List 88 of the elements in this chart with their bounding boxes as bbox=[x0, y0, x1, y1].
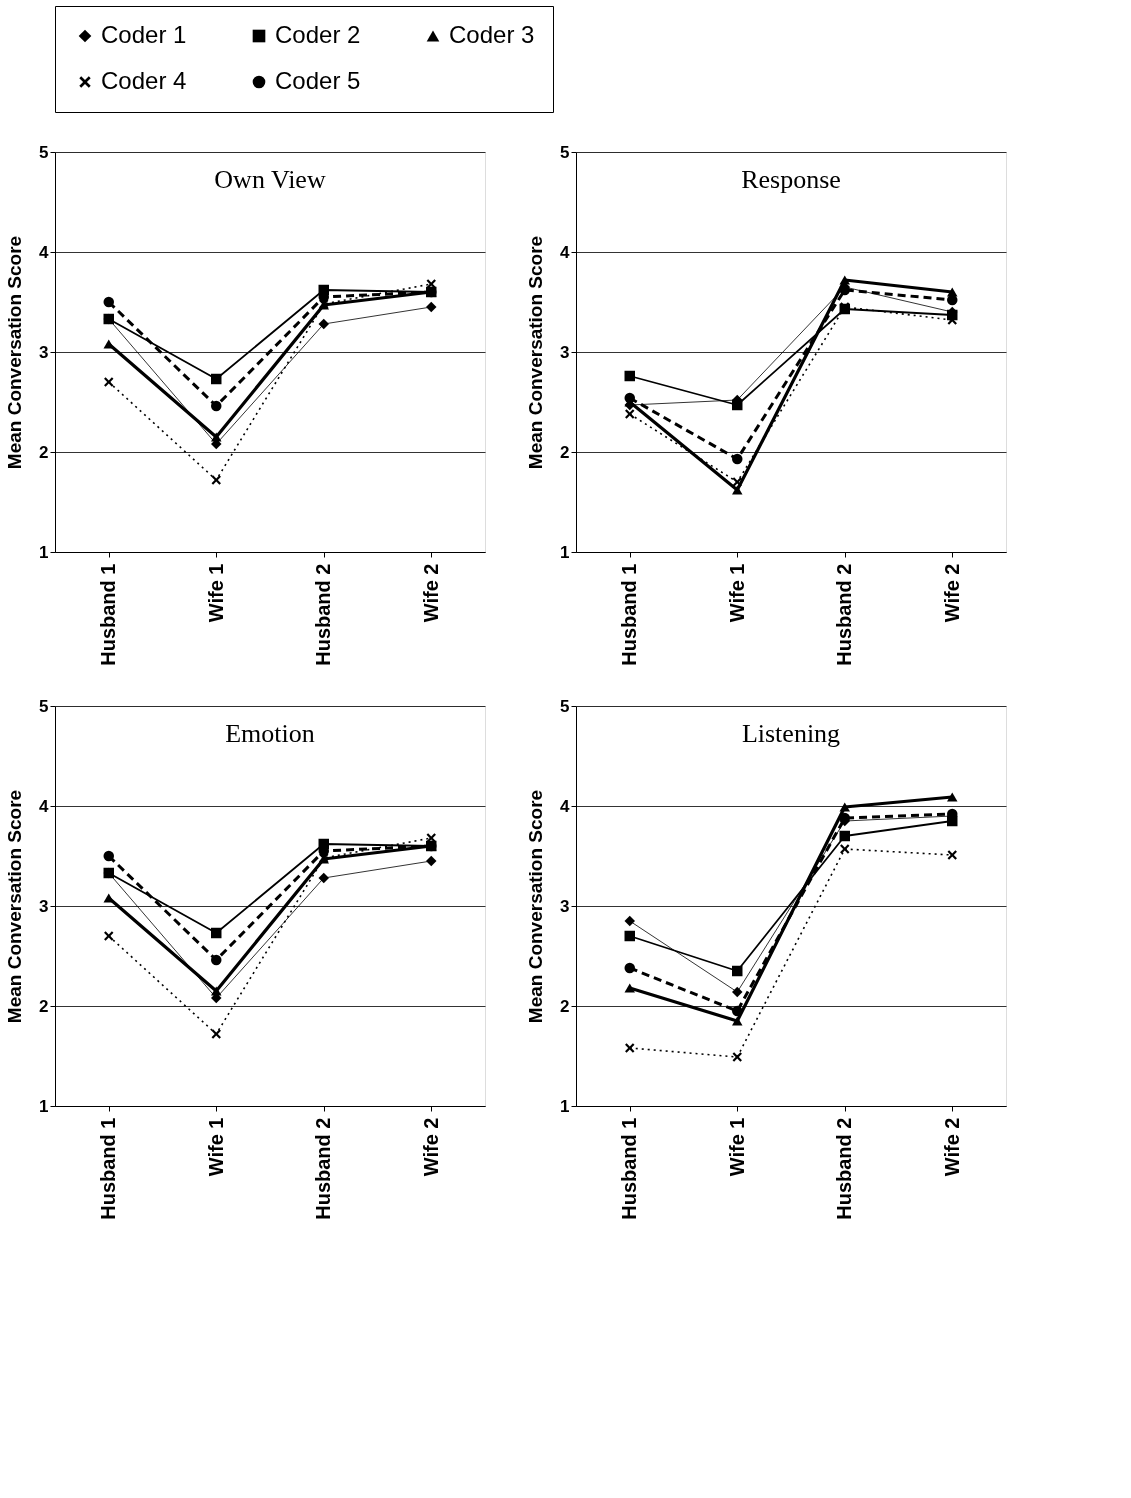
x-tick-label: Husband 1 bbox=[97, 1117, 120, 1220]
y-tick-label: 1 bbox=[560, 1096, 570, 1116]
point bbox=[211, 373, 222, 385]
point bbox=[211, 954, 222, 966]
legend-label: Coder 1 bbox=[101, 21, 187, 48]
x-tick-label: Wife 1 bbox=[725, 1117, 748, 1177]
x-tick-label: Wife 2 bbox=[419, 563, 442, 623]
point bbox=[625, 1043, 635, 1053]
y-axis-title: Mean Conversation Score bbox=[4, 235, 26, 470]
y-tick-label: 1 bbox=[39, 542, 49, 562]
x-tick-label: Wife 1 bbox=[204, 563, 227, 623]
point bbox=[624, 930, 635, 942]
y-tick-label: 3 bbox=[560, 896, 570, 916]
point bbox=[211, 475, 221, 485]
point bbox=[104, 377, 114, 387]
y-tick-label: 4 bbox=[560, 796, 571, 816]
point bbox=[732, 1005, 743, 1017]
point bbox=[624, 915, 635, 927]
point bbox=[840, 844, 850, 854]
point bbox=[625, 409, 635, 419]
point bbox=[624, 983, 635, 993]
y-tick-label: 2 bbox=[560, 996, 570, 1016]
point bbox=[103, 313, 114, 325]
y-tick-label: 3 bbox=[39, 342, 49, 362]
y-axis-title: Mean Conversation Score bbox=[525, 235, 547, 470]
point bbox=[103, 296, 114, 308]
x-tick-label: Husband 2 bbox=[312, 563, 335, 666]
x-tick-label: Husband 1 bbox=[618, 1117, 641, 1220]
y-tick-label: 5 bbox=[39, 142, 49, 162]
y-tick-label: 4 bbox=[560, 242, 571, 262]
x-tick-label: Husband 2 bbox=[833, 1117, 856, 1220]
point bbox=[732, 986, 743, 998]
y-tick-label: 4 bbox=[39, 242, 50, 262]
y-tick-label: 3 bbox=[560, 342, 570, 362]
x-tick-label: Husband 2 bbox=[833, 563, 856, 666]
point bbox=[732, 1016, 743, 1026]
x-tick-label: Wife 1 bbox=[725, 563, 748, 623]
point bbox=[947, 850, 957, 860]
point bbox=[732, 453, 743, 465]
y-tick-label: 2 bbox=[560, 442, 570, 462]
point bbox=[211, 400, 222, 412]
y-tick-label: 2 bbox=[39, 996, 49, 1016]
point bbox=[839, 275, 850, 285]
y-tick-label: 2 bbox=[39, 442, 49, 462]
point bbox=[211, 927, 222, 939]
point bbox=[624, 370, 635, 382]
y-tick-label: 5 bbox=[39, 696, 49, 716]
point bbox=[732, 477, 742, 487]
point bbox=[732, 1052, 742, 1062]
x-tick-label: Husband 1 bbox=[618, 563, 641, 666]
x-tick-label: Wife 2 bbox=[940, 1117, 963, 1177]
point bbox=[426, 301, 437, 313]
point bbox=[839, 802, 850, 812]
text: Emotion bbox=[225, 719, 315, 748]
point bbox=[839, 830, 850, 842]
y-tick-label: 5 bbox=[560, 696, 570, 716]
x-tick-label: Husband 2 bbox=[312, 1117, 335, 1220]
y-tick-label: 1 bbox=[560, 542, 570, 562]
text: Own View bbox=[214, 165, 326, 194]
x-tick-label: Wife 2 bbox=[419, 1117, 442, 1177]
y-tick-label: 1 bbox=[39, 1096, 49, 1116]
point bbox=[624, 962, 635, 974]
x-tick-label: Wife 2 bbox=[940, 563, 963, 623]
y-tick-label: 3 bbox=[39, 896, 49, 916]
legend-label: Coder 4 bbox=[101, 67, 187, 94]
point bbox=[211, 1029, 221, 1039]
point bbox=[318, 872, 329, 884]
point bbox=[732, 399, 743, 411]
x-tick-label: Wife 1 bbox=[204, 1117, 227, 1177]
text: Listening bbox=[741, 719, 841, 748]
legend-label: Coder 2 bbox=[275, 21, 361, 48]
y-axis-title: Mean Conversation Score bbox=[4, 789, 26, 1024]
point bbox=[732, 965, 743, 977]
point bbox=[947, 792, 958, 802]
text: Response bbox=[741, 165, 841, 194]
y-tick-label: 4 bbox=[39, 796, 50, 816]
point bbox=[103, 867, 114, 879]
legend-label: Coder 5 bbox=[275, 67, 361, 94]
point bbox=[318, 318, 329, 330]
legend-label: Coder 3 bbox=[449, 21, 535, 48]
point bbox=[624, 392, 635, 404]
y-tick-label: 5 bbox=[560, 142, 570, 162]
y-axis-title: Mean Conversation Score bbox=[525, 789, 547, 1024]
x-tick-label: Husband 1 bbox=[97, 563, 120, 666]
point bbox=[426, 855, 437, 867]
point bbox=[104, 931, 114, 941]
point bbox=[732, 485, 743, 495]
point bbox=[103, 850, 114, 862]
